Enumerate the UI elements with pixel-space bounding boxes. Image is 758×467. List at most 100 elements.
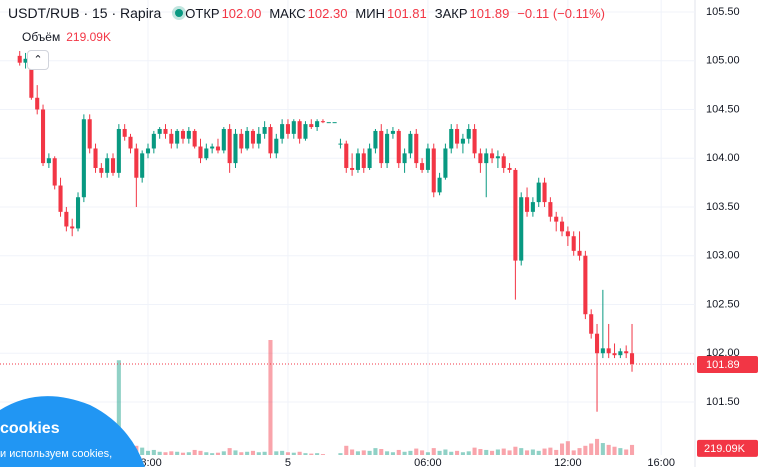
volume-bar — [361, 450, 366, 455]
low-value: 101.81 — [386, 6, 427, 21]
volume-bar — [455, 450, 460, 455]
candle-body — [175, 130, 180, 144]
candle-body — [455, 128, 460, 144]
volume-bar — [344, 445, 349, 455]
candle-body — [268, 127, 273, 154]
volume-bar — [320, 454, 325, 455]
volume-title: Объём — [22, 30, 61, 44]
volume-bar — [285, 452, 291, 455]
volume-bar — [594, 438, 600, 455]
candle-body — [35, 97, 40, 110]
candle-body — [466, 128, 471, 139]
candle-body — [17, 55, 22, 63]
candle-body — [583, 255, 588, 315]
candle-body — [157, 128, 162, 134]
candle-body — [355, 153, 360, 170]
x-tick-label: 06:00 — [414, 457, 442, 467]
candle-body — [315, 121, 320, 128]
volume-bar — [565, 441, 570, 455]
close-label: ЗАКР — [434, 6, 468, 21]
volume-bar — [589, 443, 594, 455]
volume-bar — [385, 451, 390, 455]
status-dot — [175, 9, 184, 17]
candle-body — [525, 197, 530, 212]
cookie-title[interactable]: cookies — [0, 420, 60, 437]
candle-body — [379, 130, 384, 164]
high-label: МАКС — [269, 6, 306, 21]
candle-body — [116, 128, 121, 173]
volume-bar — [233, 450, 238, 455]
candle-body — [536, 182, 541, 203]
volume-bar — [571, 450, 576, 455]
volume-bar — [350, 449, 355, 455]
candle-body — [134, 148, 139, 178]
volume-bar — [583, 445, 588, 455]
candle-body — [320, 121, 325, 123]
candle-body — [507, 167, 512, 170]
candle-body — [390, 130, 395, 134]
candle-body — [600, 348, 605, 354]
volume-bar — [140, 447, 145, 455]
candle-body — [210, 146, 215, 149]
y-tick-label: 105.50 — [706, 6, 740, 18]
candle-body — [215, 146, 221, 151]
candle-body — [565, 231, 570, 237]
volume-bar — [606, 444, 611, 455]
candle-body — [128, 136, 133, 149]
collapse-button[interactable]: ⌃ — [27, 50, 49, 70]
candle-body — [594, 333, 600, 354]
volume-bar — [530, 449, 535, 455]
candle-body — [145, 148, 151, 154]
candle-body — [577, 250, 582, 256]
volume-bar — [525, 450, 530, 455]
candle-body — [437, 177, 442, 193]
volume-bar — [542, 448, 547, 455]
candle-body — [40, 109, 46, 164]
candle-body — [163, 128, 168, 134]
candle-body — [431, 148, 436, 193]
volume-bar — [145, 450, 151, 455]
candle-body — [46, 158, 51, 164]
candle-body — [367, 148, 372, 168]
volume-bar — [175, 451, 180, 455]
volume-bar — [600, 443, 605, 455]
volume-bar — [163, 452, 168, 455]
volume-bar — [250, 450, 256, 455]
candle-body — [227, 128, 232, 164]
candle-body — [443, 148, 448, 178]
volume-bar — [221, 451, 226, 455]
candle-body — [571, 236, 576, 251]
volume-bar — [577, 448, 582, 455]
candle-body — [414, 133, 419, 164]
candle-body — [58, 185, 63, 212]
volume-tag — [697, 439, 758, 457]
x-tick-label: 12:00 — [554, 457, 582, 467]
candle-body — [420, 163, 425, 170]
cookie-shape — [0, 396, 145, 467]
candle-body — [385, 133, 390, 164]
candle-body — [560, 221, 565, 232]
candle-body — [501, 156, 506, 168]
y-tick-label: 101.50 — [706, 396, 740, 408]
candle-body — [373, 130, 378, 149]
volume-bar — [198, 450, 203, 455]
candle-body — [297, 121, 302, 139]
candle-body — [484, 153, 489, 164]
volume-bar — [396, 449, 401, 455]
volume-bar — [507, 450, 512, 455]
candle-body — [478, 153, 483, 164]
candle-body — [402, 153, 407, 164]
candle-body — [303, 124, 308, 139]
candle-body — [29, 58, 34, 98]
volume-bar — [612, 446, 617, 455]
volume-bar — [204, 452, 209, 455]
candle-body — [122, 128, 127, 137]
candle-body — [519, 197, 524, 261]
volume-bar — [215, 452, 221, 455]
volume-bar — [420, 450, 425, 455]
candle-body — [513, 169, 518, 261]
volume-bar — [548, 447, 553, 455]
x-tick-label: 16:00 — [647, 457, 675, 467]
candle-body — [618, 351, 623, 356]
